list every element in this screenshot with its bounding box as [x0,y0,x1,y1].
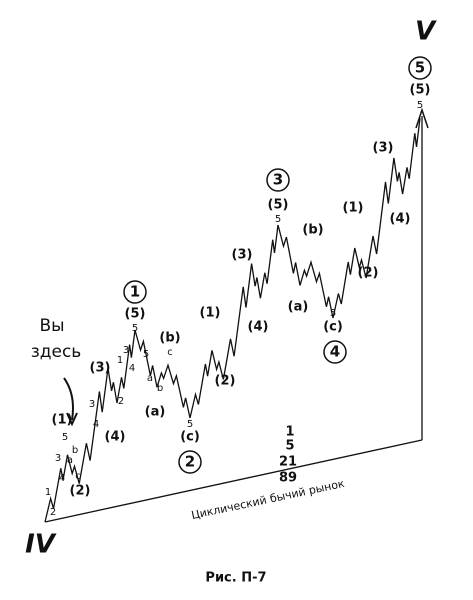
wave-label: 5 [275,214,281,225]
label-circle [323,340,347,364]
wave-label: b [157,383,163,394]
channel-label: Циклический бычий рынок [190,477,346,522]
wave-label: 5 [415,59,425,77]
wave-label: (1) [343,201,364,216]
annotation: здесь [31,342,82,362]
wave-label: (a) [145,405,166,420]
wave-label: 5 [132,323,138,334]
wave-label: 1 [45,487,51,498]
wave-label: IV [25,530,57,560]
wave-label: (4) [248,320,269,335]
wave-label: (5) [125,307,146,322]
wave-label: a [67,455,73,466]
wave-label: (4) [390,212,411,227]
label-circle [178,450,202,474]
pointer-arrow [63,377,74,421]
wave-label: (2) [358,266,379,281]
wave-label: 3 [123,345,129,356]
channel-line [44,439,423,523]
wave-label: 5 [417,100,423,111]
wave-label: (4) [105,430,126,445]
wave-label: (c) [180,430,200,445]
wave-label: c [167,347,173,358]
arrow-head [415,107,429,129]
annotation: Вы [39,316,64,336]
wave-label: (3) [373,141,394,156]
wave-label: 4 [59,473,65,484]
wave-label: 3 [273,171,283,189]
fib-number: 1 [285,425,294,440]
wave-label: c [75,471,81,482]
wave-label: (c) [323,320,343,335]
wave-label: (2) [70,484,91,499]
wave-label: b [72,445,78,456]
wave-label: 2 [185,453,195,471]
wave-label: (5) [268,198,289,213]
wave-label: (a) [288,300,309,315]
label-circle [408,56,432,80]
wave-label: 5 [143,349,149,360]
wave-label: (b) [159,331,180,346]
wave-label: (3) [232,248,253,263]
pointer-arrow-head [66,412,78,427]
wave-label: 3 [55,453,61,464]
wave-label: (2) [215,374,236,389]
fib-number: 21 [279,455,297,470]
wave-label: (b) [302,223,323,238]
wave-label: 2 [50,507,56,518]
wave-label: 1 [117,355,123,366]
wave-label: (3) [90,361,111,376]
label-circle [123,280,147,304]
wave-label: a [147,373,153,384]
wave-label: 5 [62,432,68,443]
fib-number: 89 [279,471,297,486]
wave-label: 4 [129,363,135,374]
caption: Рис. П-7 [205,571,266,586]
wave-label: (1) [52,413,73,428]
wave-label: 3 [89,399,95,410]
wave-label: 5 [187,419,193,430]
wave-label: 1 [130,283,140,301]
wave-label: 4 [330,343,340,361]
wave-path [44,117,421,523]
wave-label: (5) [410,83,431,98]
label-circle [266,168,290,192]
wave-label: 4 [93,419,99,430]
wave-label: 2 [118,396,124,407]
wave-label: V [415,17,437,47]
wave-label: (1) [200,306,221,321]
fib-number: 5 [285,439,294,454]
wave-label: 5 [330,308,336,319]
